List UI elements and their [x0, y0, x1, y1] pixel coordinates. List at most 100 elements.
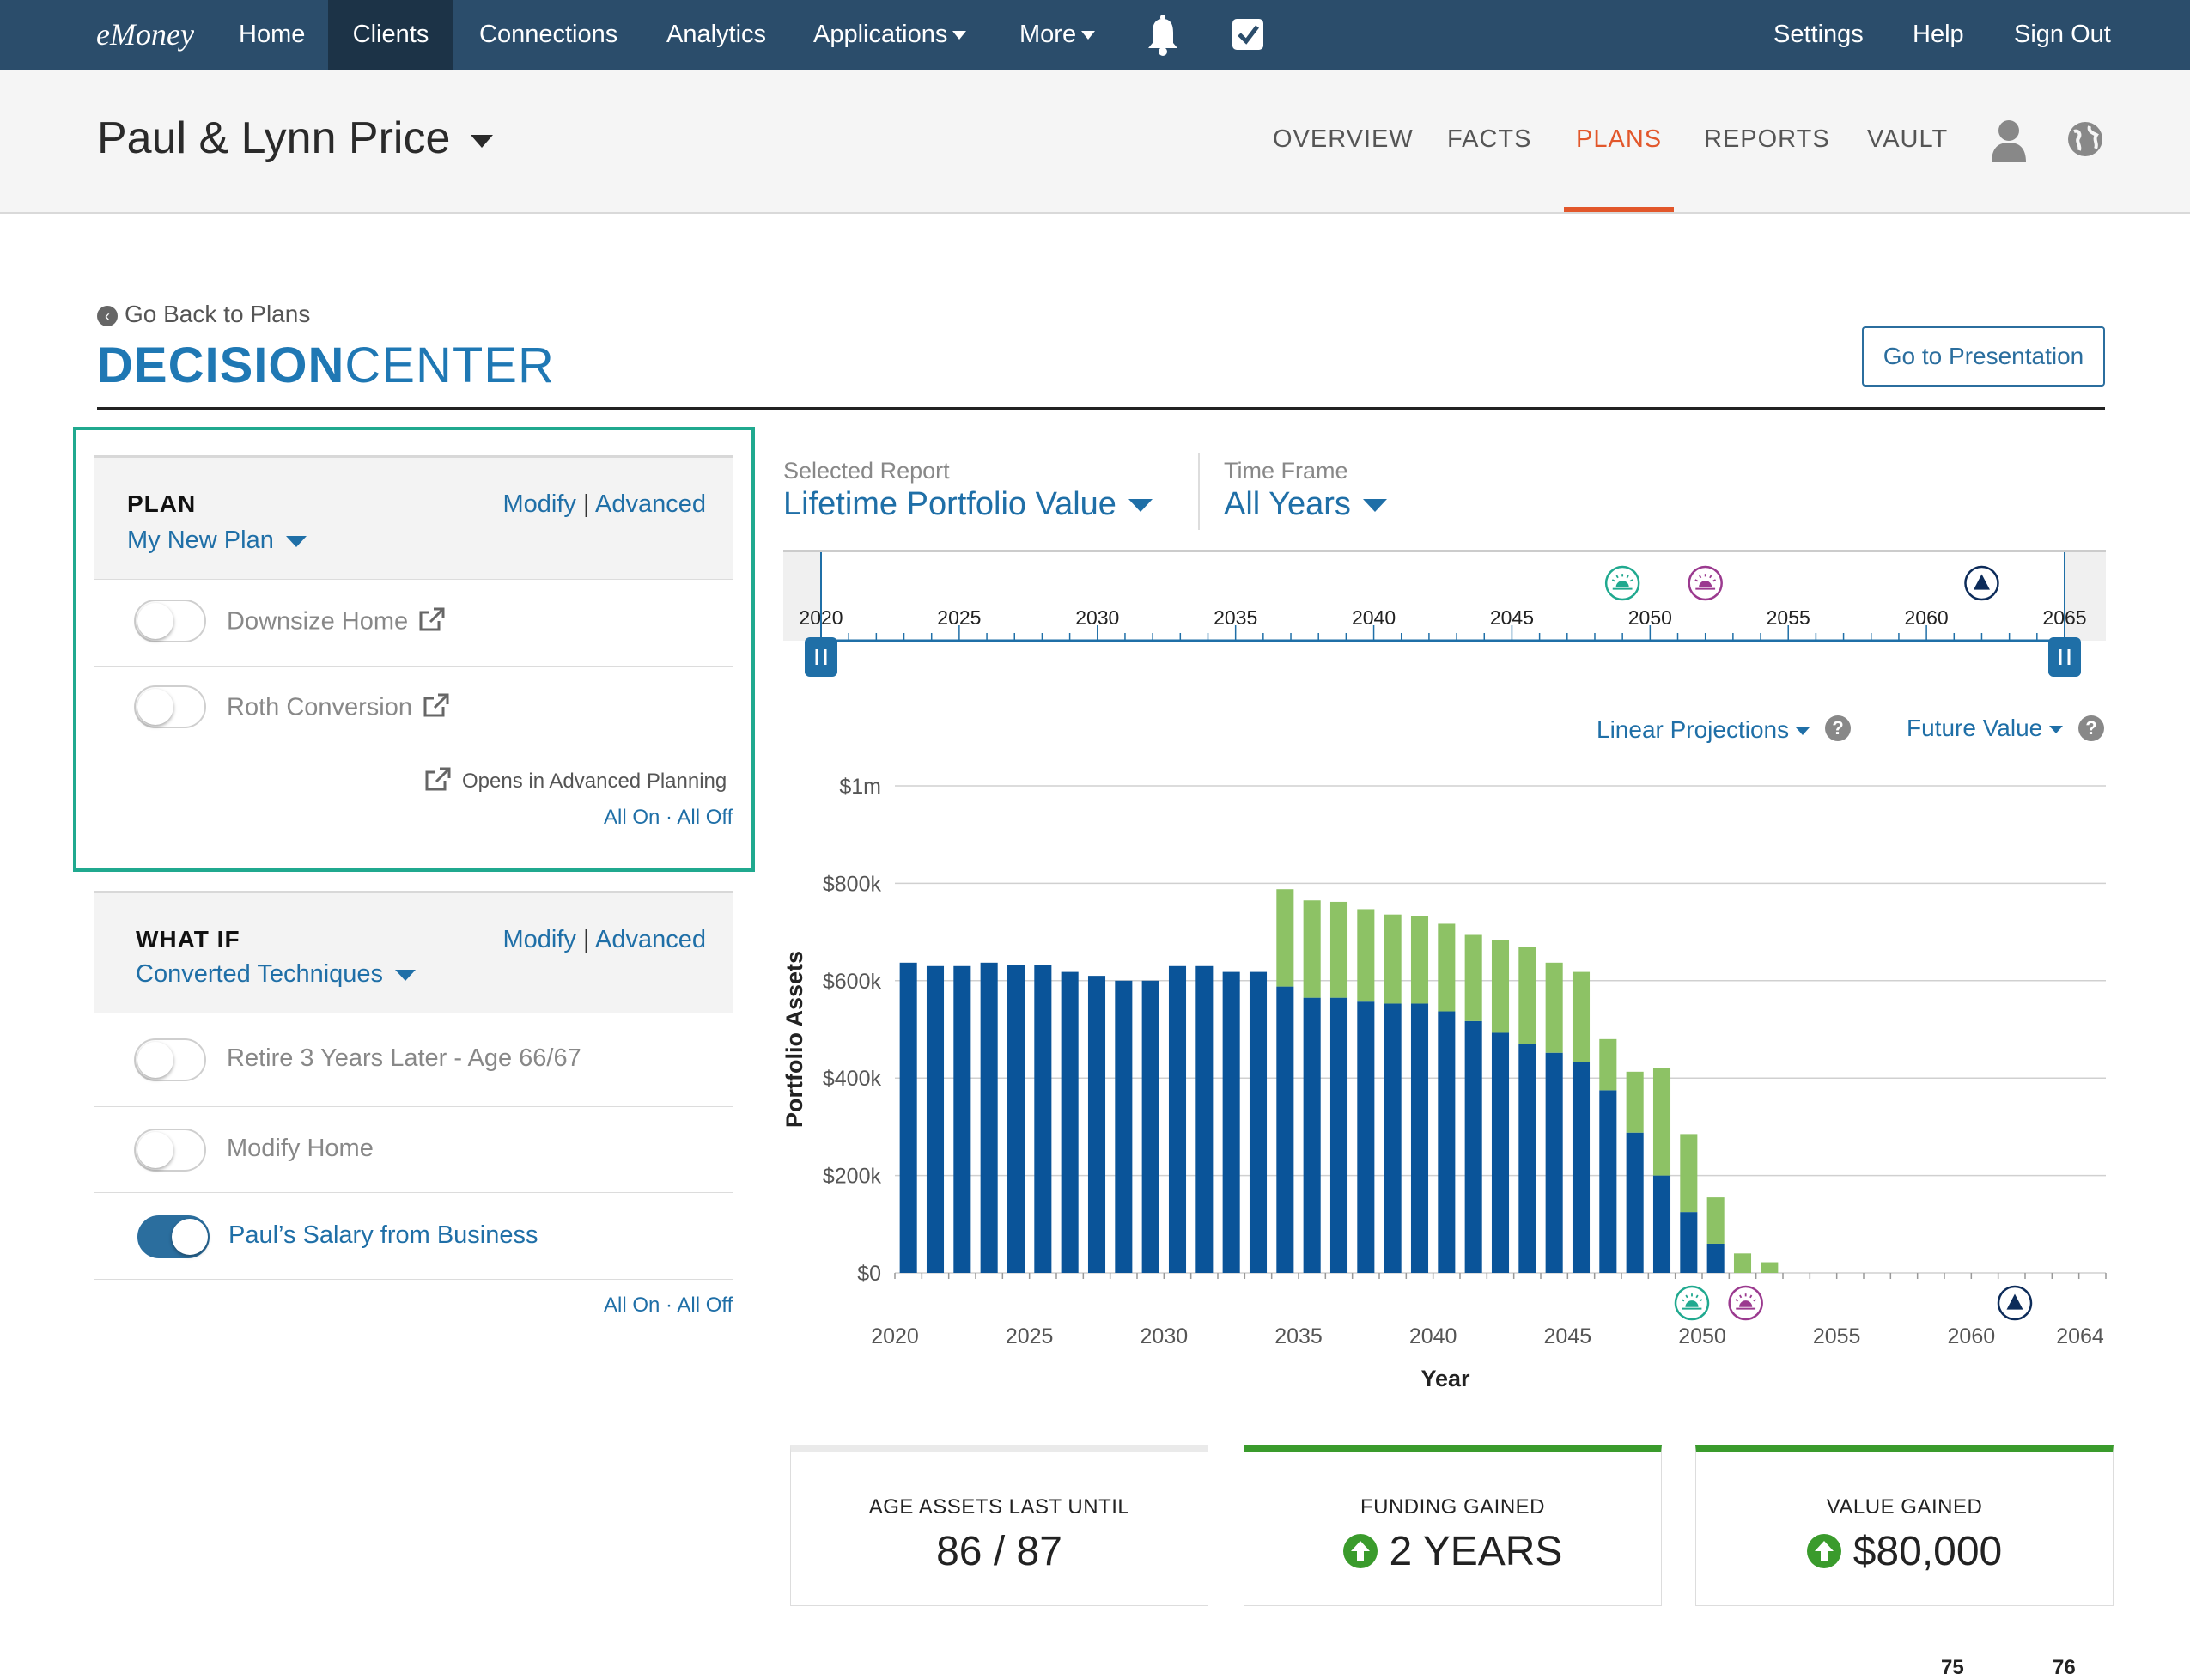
bar-base-2040: [1410, 1003, 1429, 1273]
emoney-logo[interactable]: eMoney: [96, 17, 194, 52]
what-if-all-on-link[interactable]: All On: [604, 1293, 660, 1317]
time-frame-label: Time Frame: [1224, 458, 1348, 484]
nav-home[interactable]: Home: [239, 21, 306, 48]
value-mode-selector[interactable]: Future Value: [1907, 715, 2064, 742]
bar-gain-2036: [1303, 900, 1321, 998]
nav-applications[interactable]: Applications: [813, 0, 967, 70]
nav-more[interactable]: More: [1019, 0, 1096, 70]
plan-panel-header: PLAN My New Plan Modify | Advanced: [94, 455, 733, 580]
bar-base-2031: [1168, 965, 1187, 1273]
bar-base-2025: [1007, 965, 1025, 1273]
plan-all-on-link[interactable]: All On: [604, 806, 660, 829]
nav-sign-out[interactable]: Sign Out: [2014, 21, 2111, 48]
stat-value: $80,000: [1852, 1529, 2003, 1574]
bar-base-2037: [1329, 997, 1348, 1273]
retirement-sunrise-icon: [1674, 1285, 1710, 1321]
bar-base-2047: [1599, 1090, 1617, 1273]
back-to-plans-link[interactable]: ‹ Go Back to Plans: [97, 301, 310, 328]
retire-later-label: Retire 3 Years Later - Age 66/67: [227, 1044, 581, 1072]
plan-selector[interactable]: My New Plan: [127, 527, 307, 555]
marker-ray: [1735, 1299, 1739, 1302]
value-mode-help-icon[interactable]: ?: [2078, 715, 2104, 741]
what-if-panel-header: WHAT IF Converted Techniques Modify | Ad…: [94, 891, 733, 1013]
retire-later-toggle[interactable]: [134, 1038, 206, 1081]
bar-base-2044: [1518, 1044, 1536, 1273]
page-title: DECISIONCENTER: [97, 337, 555, 394]
bar-base-2036: [1303, 997, 1321, 1273]
marker-ray: [1685, 1294, 1688, 1299]
caret-down-icon: [1128, 499, 1153, 513]
timeline-year-label: 2020: [799, 606, 843, 629]
external-link-icon[interactable]: [423, 692, 450, 725]
pauls-salary-label: Paul’s Salary from Business: [228, 1221, 538, 1249]
nav-help[interactable]: Help: [1913, 21, 1964, 48]
timeline-year-label: 2050: [1628, 606, 1672, 629]
tab-vault[interactable]: VAULT: [1867, 125, 1949, 153]
toggle-knob: [137, 1042, 173, 1078]
x-tick-label: 2064: [2056, 1324, 2104, 1348]
dot-separator: ·: [666, 806, 673, 829]
what-if-selector[interactable]: Converted Techniques: [136, 960, 417, 989]
nav-analytics[interactable]: Analytics: [666, 21, 767, 48]
what-if-selector-value: Converted Techniques: [136, 960, 384, 988]
tab-reports[interactable]: REPORTS: [1704, 125, 1830, 153]
what-if-panel-links: Modify | Advanced: [503, 926, 707, 954]
plan-advanced-link[interactable]: Advanced: [595, 490, 706, 518]
what-if-all-off-link[interactable]: All Off: [677, 1293, 733, 1317]
projection-help-icon[interactable]: ?: [1825, 715, 1851, 741]
marker-ray: [1753, 1299, 1756, 1302]
report-selector[interactable]: Lifetime Portfolio Value: [783, 486, 1153, 523]
what-if-panel-title: WHAT IF: [136, 926, 240, 953]
nav-settings[interactable]: Settings: [1773, 21, 1864, 48]
bar-gain-2045: [1545, 962, 1563, 1053]
external-link-icon: [424, 766, 452, 798]
external-link-icon[interactable]: [418, 606, 446, 639]
tab-facts[interactable]: FACTS: [1447, 125, 1532, 153]
projection-selector[interactable]: Linear Projections: [1597, 716, 1810, 744]
plan-panel-links: Modify | Advanced: [503, 490, 707, 519]
user-profile-icon[interactable]: [1991, 119, 2027, 167]
range-start-handle: [805, 637, 837, 677]
timeline-slider[interactable]: 2020 2025 2030 2035 2040 2045 2050 2055 2060 2065: [783, 552, 2106, 690]
modify-home-toggle[interactable]: [134, 1129, 206, 1172]
bar-base-2028: [1087, 976, 1106, 1273]
triangle-up-icon: [1964, 565, 1999, 601]
notifications-bell-icon[interactable]: [1146, 0, 1180, 70]
link-separator: |: [582, 490, 590, 518]
y-tick-label: $1m: [839, 775, 881, 799]
arrow-up-circle-icon: [1806, 1534, 1841, 1568]
bar-base-2034: [1249, 971, 1268, 1273]
bar-gain-2050: [1680, 1134, 1698, 1213]
go-to-presentation-button[interactable]: Go to Presentation: [1862, 326, 2105, 387]
plan-all-off-link[interactable]: All Off: [677, 806, 733, 829]
client-selector[interactable]: Paul & Lynn Price: [97, 113, 494, 164]
time-frame-selector[interactable]: All Years: [1224, 486, 1387, 523]
tab-overview[interactable]: OVERVIEW: [1273, 125, 1414, 153]
handle-body: [805, 637, 837, 677]
marker-ray: [1699, 575, 1702, 579]
what-if-advanced-link[interactable]: Advanced: [595, 926, 706, 953]
bar-base-2051: [1706, 1243, 1725, 1273]
nav-connections[interactable]: Connections: [479, 21, 618, 48]
top-navigation-bar: eMoney Home Clients Connections Analytic…: [0, 0, 2190, 70]
caret-down-icon: [1796, 727, 1810, 736]
globe-icon[interactable]: [2067, 121, 2103, 161]
plan-modify-link[interactable]: Modify: [502, 490, 576, 518]
pauls-salary-toggle[interactable]: [137, 1215, 210, 1258]
nav-clients[interactable]: Clients: [328, 0, 453, 70]
tab-plans[interactable]: PLANS: [1576, 125, 1663, 153]
bar-base-2032: [1195, 965, 1214, 1273]
time-frame-value: All Years: [1224, 486, 1351, 522]
roth-conversion-label: Roth Conversion: [227, 692, 450, 725]
bar-base-2029: [1115, 980, 1133, 1273]
what-if-item-modify-home: Modify Home: [94, 1107, 733, 1193]
bar-gain-2038: [1357, 909, 1375, 1002]
tasks-checkbox-icon[interactable]: [1231, 0, 1265, 70]
timeline-year-label: 2040: [1352, 606, 1396, 629]
downsize-home-toggle[interactable]: [134, 600, 206, 642]
marker-ray: [1611, 579, 1615, 582]
bar-base-2048: [1626, 1132, 1644, 1273]
roth-conversion-toggle[interactable]: [134, 685, 206, 728]
what-if-modify-link[interactable]: Modify: [502, 926, 576, 953]
bar-base-2027: [1061, 971, 1079, 1273]
